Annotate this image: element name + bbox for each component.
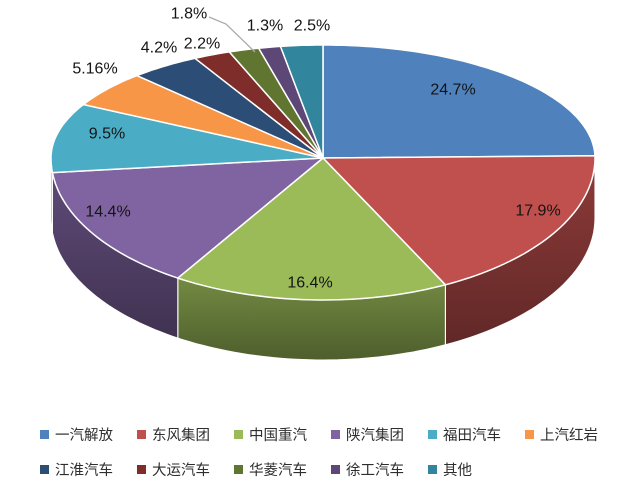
legend-label: 江淮汽车 (55, 463, 113, 479)
slice-percent-label: 2.2% (184, 36, 220, 53)
pie-slice-5 (82, 74, 324, 159)
slice-percent-label: 2.5% (294, 18, 330, 35)
slice-percent-label: 14.4% (85, 204, 130, 221)
legend-label: 一汽解放 (55, 428, 113, 444)
legend-item: 一汽解放 (40, 424, 113, 445)
legend-item: 陕汽集团 (331, 424, 404, 445)
legend-label: 大运汽车 (152, 463, 210, 479)
label-leader-line (208, 16, 256, 53)
pie-slice-6 (136, 57, 324, 159)
slice-percent-label: 1.3% (247, 18, 283, 35)
legend-label: 东风集团 (152, 428, 210, 444)
legend-label: 福田汽车 (443, 428, 501, 444)
pie-slice-1 (322, 155, 596, 286)
legend-label: 其他 (443, 463, 472, 479)
legend-swatch-icon (137, 430, 146, 439)
legend-swatch-icon (331, 430, 340, 439)
legend-item: 华菱汽车 (234, 459, 307, 480)
slice-percent-label: 1.8% (171, 6, 207, 23)
legend-item: 其他 (428, 459, 472, 480)
chart-legend: 一汽解放 东风集团 中国重汽 陕汽集团 福田汽车 上汽红岩 江淮汽车 大运汽车 华菱汽车 徐工汽… (0, 424, 643, 494)
legend-item: 中国重汽 (234, 424, 307, 445)
pie-slice-0 (322, 44, 596, 159)
pie-slice-8 (228, 47, 324, 159)
slice-percent-label: 9.5% (89, 126, 125, 143)
legend-label: 上汽红岩 (540, 428, 598, 444)
slice-percent-label: 24.7% (430, 82, 475, 99)
legend-swatch-icon (40, 430, 49, 439)
pie-3d-chart: 24.7% 17.9% 16.4% 14.4% 9.5% 5.16% 4.2% 2.2% 1.8… (50, 6, 596, 361)
legend-item: 上汽红岩 (525, 424, 598, 445)
legend-item: 福田汽车 (428, 424, 501, 445)
pie-slice-7 (194, 51, 324, 159)
legend-item: 徐工汽车 (331, 459, 404, 480)
pie-slice-10 (279, 44, 324, 159)
legend-swatch-icon (234, 430, 243, 439)
pie-slice-4 (50, 103, 324, 174)
pie-slice-2 (177, 157, 447, 301)
slice-percent-label: 5.16% (72, 61, 117, 78)
legend-row-2: 江淮汽车 大运汽车 华菱汽车 徐工汽车 其他 (40, 459, 643, 480)
legend-item: 江淮汽车 (40, 459, 113, 480)
slice-percent-label: 17.9% (515, 203, 560, 220)
legend-label: 华菱汽车 (249, 463, 307, 479)
legend-swatch-icon (234, 465, 243, 474)
slice-percent-label: 16.4% (287, 275, 332, 292)
legend-item: 东风集团 (137, 424, 210, 445)
legend-swatch-icon (331, 465, 340, 474)
legend-swatch-icon (137, 465, 146, 474)
legend-swatch-icon (428, 465, 437, 474)
slice-percent-label: 4.2% (141, 40, 177, 57)
legend-swatch-icon (525, 430, 534, 439)
legend-row-1: 一汽解放 东风集团 中国重汽 陕汽集团 福田汽车 上汽红岩 (40, 424, 643, 445)
legend-label: 中国重汽 (249, 428, 307, 444)
legend-swatch-icon (428, 430, 437, 439)
legend-label: 陕汽集团 (346, 428, 404, 444)
legend-label: 徐工汽车 (346, 463, 404, 479)
legend-swatch-icon (40, 465, 49, 474)
legend-item: 大运汽车 (137, 459, 210, 480)
pie-slice-3 (51, 157, 324, 279)
